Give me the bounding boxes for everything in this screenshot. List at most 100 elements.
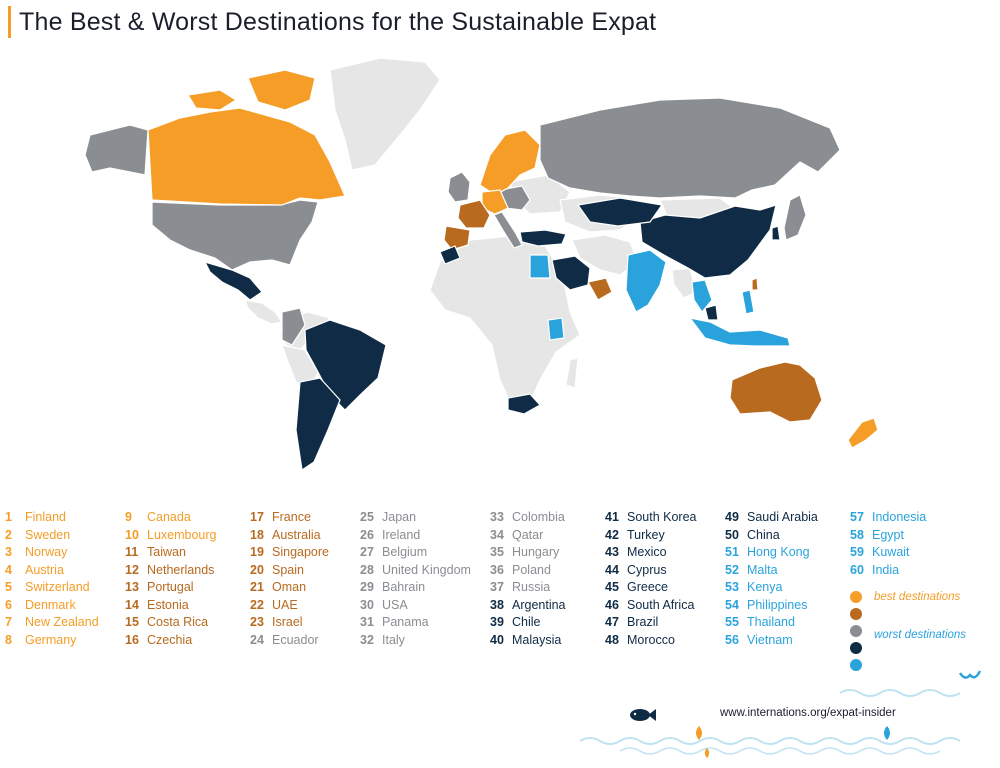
- ranking-item: 49 Saudi Arabia: [725, 509, 818, 527]
- china: [639, 204, 777, 279]
- leaf-orange-icon: [696, 726, 702, 740]
- rank-number: 55: [725, 615, 739, 629]
- rank-number: 4: [5, 562, 12, 577]
- fish-icon: [630, 709, 656, 721]
- country-name: South Africa: [627, 597, 695, 612]
- colombia-ecuador: [281, 307, 306, 346]
- ranking-item: 29 Bahrain: [360, 579, 471, 597]
- country-name: New Zealand: [25, 615, 99, 629]
- wave-decoration: [579, 689, 961, 755]
- ranking-item: 53 Kenya: [725, 579, 818, 597]
- ranking-item: 21 Oman: [250, 579, 329, 597]
- country-name: Norway: [25, 545, 68, 559]
- country-name: Portugal: [147, 580, 194, 594]
- thailand-vietnam: [691, 279, 713, 314]
- rank-number: 38: [490, 597, 504, 612]
- rank-number: 17: [250, 510, 264, 524]
- rank-number: 48: [605, 632, 619, 647]
- country-name: Hong Kong: [747, 545, 810, 559]
- rank-number: 20: [250, 562, 264, 577]
- country-name: Indonesia: [872, 510, 927, 524]
- country-name: Cyprus: [627, 562, 667, 577]
- ranking-item: 48 Morocco: [605, 632, 697, 650]
- morocco: [439, 245, 461, 265]
- mid-ranked-countries: [84, 97, 841, 346]
- madagascar: [565, 357, 579, 389]
- ranking-item: 9 Canada: [125, 509, 217, 527]
- title-bar: The Best & Worst Destinations for the Su…: [8, 6, 656, 38]
- country-name: Estonia: [147, 597, 189, 612]
- wave-lower: [579, 737, 961, 745]
- country-name: Malta: [747, 562, 778, 577]
- ranking-item: 56 Vietnam: [725, 632, 818, 650]
- mexico: [203, 261, 263, 301]
- rank-number: 2: [5, 527, 12, 542]
- japan: [783, 194, 807, 241]
- country-name: Panama: [382, 615, 429, 629]
- brazil: [304, 319, 387, 411]
- leaf-blue-icon: [884, 726, 890, 740]
- saudi-arabia: [551, 255, 591, 291]
- rankings-column: 49 Saudi Arabia 50 China 51 Hong Kong 52 Malta 5…: [725, 509, 818, 649]
- rank-number: 47: [605, 615, 619, 629]
- ranking-item: 3 Norway: [5, 544, 99, 562]
- ranking-item: 36 Poland: [490, 562, 566, 580]
- ranking-item: 24 Ecuador: [250, 632, 329, 650]
- country-name: Singapore: [272, 545, 329, 559]
- rank-number: 33: [490, 510, 504, 524]
- rankings-table: 1 Finland 2 Sweden 3 Norway 4 Austria 5 Switzerla…: [0, 509, 1000, 649]
- rank-number: 26: [360, 527, 374, 542]
- rankings-column: 33 Colombia 34 Qatar 35 Hungary 36 Poland 37 Russ…: [490, 509, 566, 649]
- rank-number: 21: [250, 580, 264, 594]
- ranking-item: 19 Singapore: [250, 544, 329, 562]
- country-name: Czechia: [147, 632, 193, 647]
- rankings-column: 9 Canada 10 Luxembourg 11 Taiwan 12 Netherlands…: [125, 509, 217, 649]
- rank-number: 46: [605, 597, 619, 612]
- legend-dot-worst2: [850, 642, 862, 654]
- country-name: USA: [382, 597, 408, 612]
- indonesia: [688, 317, 791, 347]
- country-name: Hungary: [512, 545, 560, 559]
- ranking-item: 47 Brazil: [605, 614, 697, 632]
- rank-number: 51: [725, 545, 739, 559]
- legend-best-label: best destinations: [874, 591, 961, 603]
- ranking-item: 32 Italy: [360, 632, 471, 650]
- legend-dot-mid: [850, 625, 862, 637]
- canada-arctic: [247, 69, 316, 111]
- country-name: South Korea: [627, 510, 697, 524]
- italy: [493, 211, 523, 249]
- worst-countries-dark: [203, 197, 781, 472]
- country-name: Colombia: [512, 510, 565, 524]
- ranking-item: 31 Panama: [360, 614, 471, 632]
- rank-number: 35: [490, 545, 504, 559]
- ranking-item: 11 Taiwan: [125, 544, 217, 562]
- india: [625, 249, 667, 313]
- rank-number: 25: [360, 510, 374, 524]
- country-name: United Kingdom: [382, 562, 471, 577]
- ranking-item: 39 Chile: [490, 614, 566, 632]
- rank-number: 6: [5, 597, 12, 612]
- rank-number: 13: [125, 580, 139, 594]
- country-name: Malaysia: [512, 632, 562, 647]
- country-name: Ireland: [382, 527, 421, 542]
- country-name: France: [272, 510, 311, 524]
- country-name: Argentina: [512, 597, 566, 612]
- rank-number: 22: [250, 597, 264, 612]
- ranking-item: 50 China: [725, 527, 818, 545]
- ranking-item: 23 Israel: [250, 614, 329, 632]
- rank-number: 58: [850, 527, 864, 542]
- rank-number: 11: [125, 545, 139, 559]
- ranking-item: 43 Mexico: [605, 544, 697, 562]
- rank-number: 41: [605, 510, 619, 524]
- country-name: Turkey: [627, 527, 665, 542]
- ranking-item: 41 South Korea: [605, 509, 697, 527]
- rank-number: 19: [250, 545, 264, 559]
- country-name: Kenya: [747, 580, 783, 594]
- ranking-item: 59 Kuwait: [850, 544, 926, 562]
- rank-number: 37: [490, 580, 504, 594]
- country-name: Saudi Arabia: [747, 510, 818, 524]
- rank-number: 23: [250, 615, 264, 629]
- france: [457, 199, 491, 229]
- legend-dot-best1: [850, 591, 862, 603]
- country-name: Netherlands: [147, 562, 215, 577]
